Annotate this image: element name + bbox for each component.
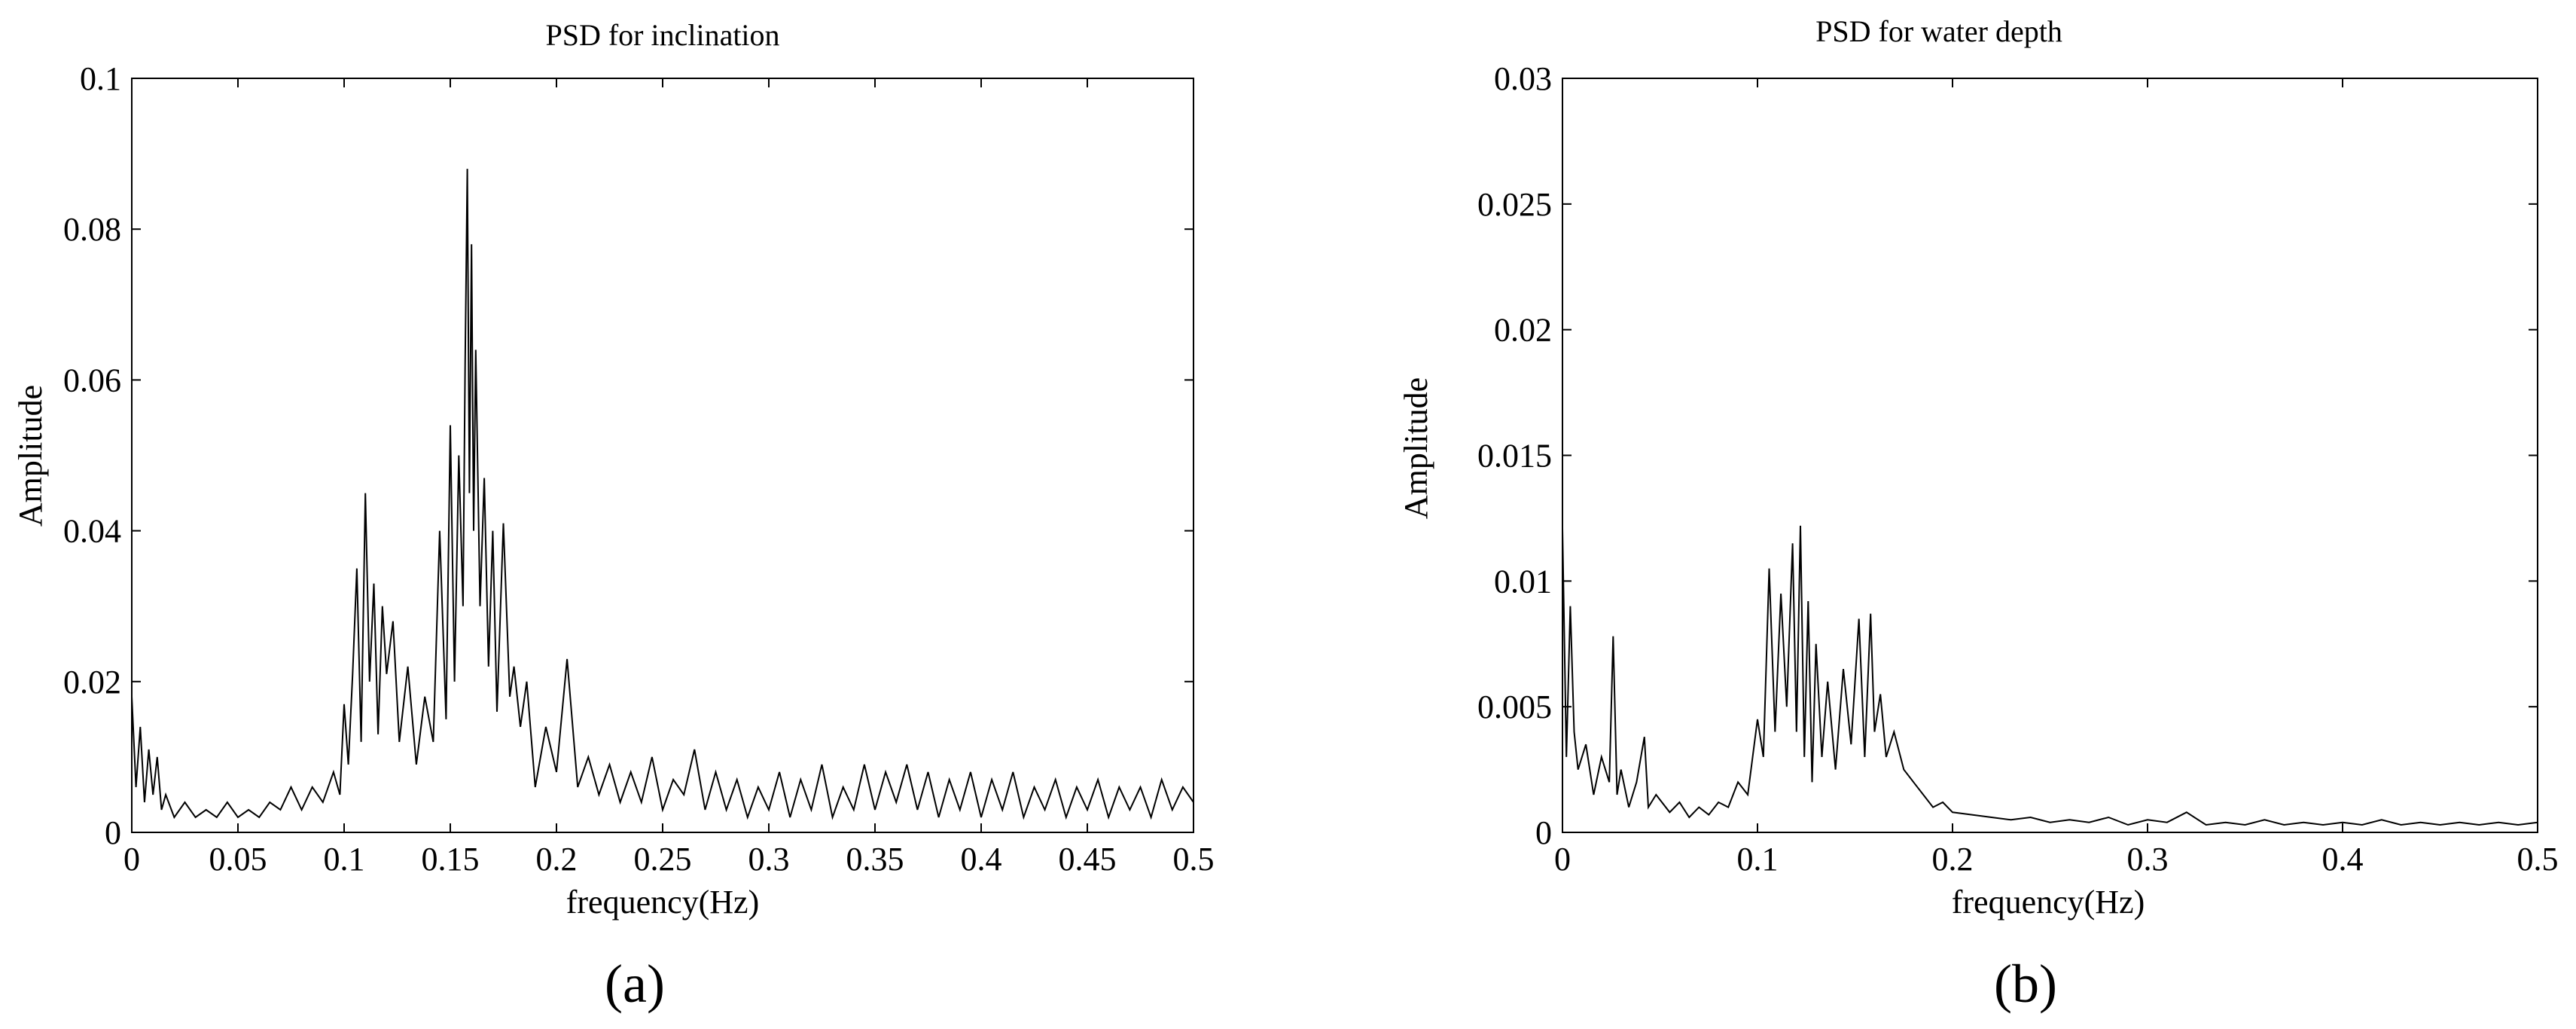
y-tick-label: 0.1 — [80, 60, 121, 97]
x-tick-label: 0.2 — [1932, 841, 1974, 878]
x-tick-label: 0.5 — [2517, 841, 2559, 878]
y-tick-label: 0.03 — [1494, 60, 1552, 97]
axis-ticks: 0 0.05 0.1 0.15 0.2 0.25 0.3 0.35 0.4 0.45 0.5 0 0.0… — [63, 60, 1215, 878]
chart-title: PSD for water depth — [1815, 14, 2062, 48]
x-tick-label: 0.05 — [209, 841, 267, 878]
y-tick-label: 0.025 — [1477, 186, 1552, 223]
y-axis-label: Amplitude — [1398, 377, 1434, 519]
y-tick-label: 0.02 — [63, 664, 121, 701]
chart-title: PSD for inclination — [545, 18, 779, 52]
x-tick-label: 0.2 — [536, 841, 578, 878]
y-tick-label: 0.06 — [63, 362, 121, 398]
plot-area-frame — [131, 78, 1194, 833]
y-tick-label: 0 — [105, 814, 121, 851]
chart-panel-water-depth: PSD for water depth 0 0.1 0.2 0.3 0.4 0.5 0 0.0… — [1398, 14, 2559, 1014]
x-tick-label: 0.4 — [2322, 841, 2364, 878]
x-tick-label: 0.3 — [2127, 841, 2169, 878]
x-tick-label: 0 — [1554, 841, 1571, 878]
y-tick-label: 0.08 — [63, 211, 121, 248]
x-tick-label: 0.1 — [1737, 841, 1779, 878]
chart-panel-inclination: PSD for inclination 0 0.05 0.1 0.15 0.2 0.25 0… — [12, 18, 1215, 1014]
y-tick-label: 0.015 — [1477, 438, 1552, 475]
x-tick-label: 0 — [123, 841, 140, 878]
y-tick-label: 0.005 — [1477, 689, 1552, 725]
x-tick-label: 0.1 — [324, 841, 365, 878]
x-axis-label: frequency(Hz) — [566, 884, 760, 921]
y-tick-label: 0.02 — [1494, 312, 1552, 349]
axis-ticks: 0 0.1 0.2 0.3 0.4 0.5 0 0.005 0.01 0.015 0.02 0.025… — [1477, 60, 2559, 878]
series-line — [131, 169, 1194, 820]
x-tick-label: 0.3 — [748, 841, 790, 878]
panel-label: (b) — [1994, 954, 2057, 1014]
x-tick-label: 0.15 — [422, 841, 480, 878]
y-tick-label: 0.04 — [63, 513, 121, 550]
x-tick-label: 0.25 — [634, 841, 692, 878]
x-tick-label: 0.5 — [1173, 841, 1215, 878]
panel-label: (a) — [605, 954, 665, 1014]
y-tick-label: 0.01 — [1494, 563, 1552, 600]
series-line — [1562, 525, 2538, 826]
y-tick-label: 0 — [1535, 814, 1552, 851]
plot-area-frame — [1562, 78, 2538, 833]
x-tick-label: 0.4 — [961, 841, 1002, 878]
x-axis-label: frequency(Hz) — [1952, 884, 2145, 921]
x-tick-label: 0.45 — [1059, 841, 1117, 878]
x-tick-label: 0.35 — [846, 841, 904, 878]
y-axis-label: Amplitude — [12, 385, 49, 527]
